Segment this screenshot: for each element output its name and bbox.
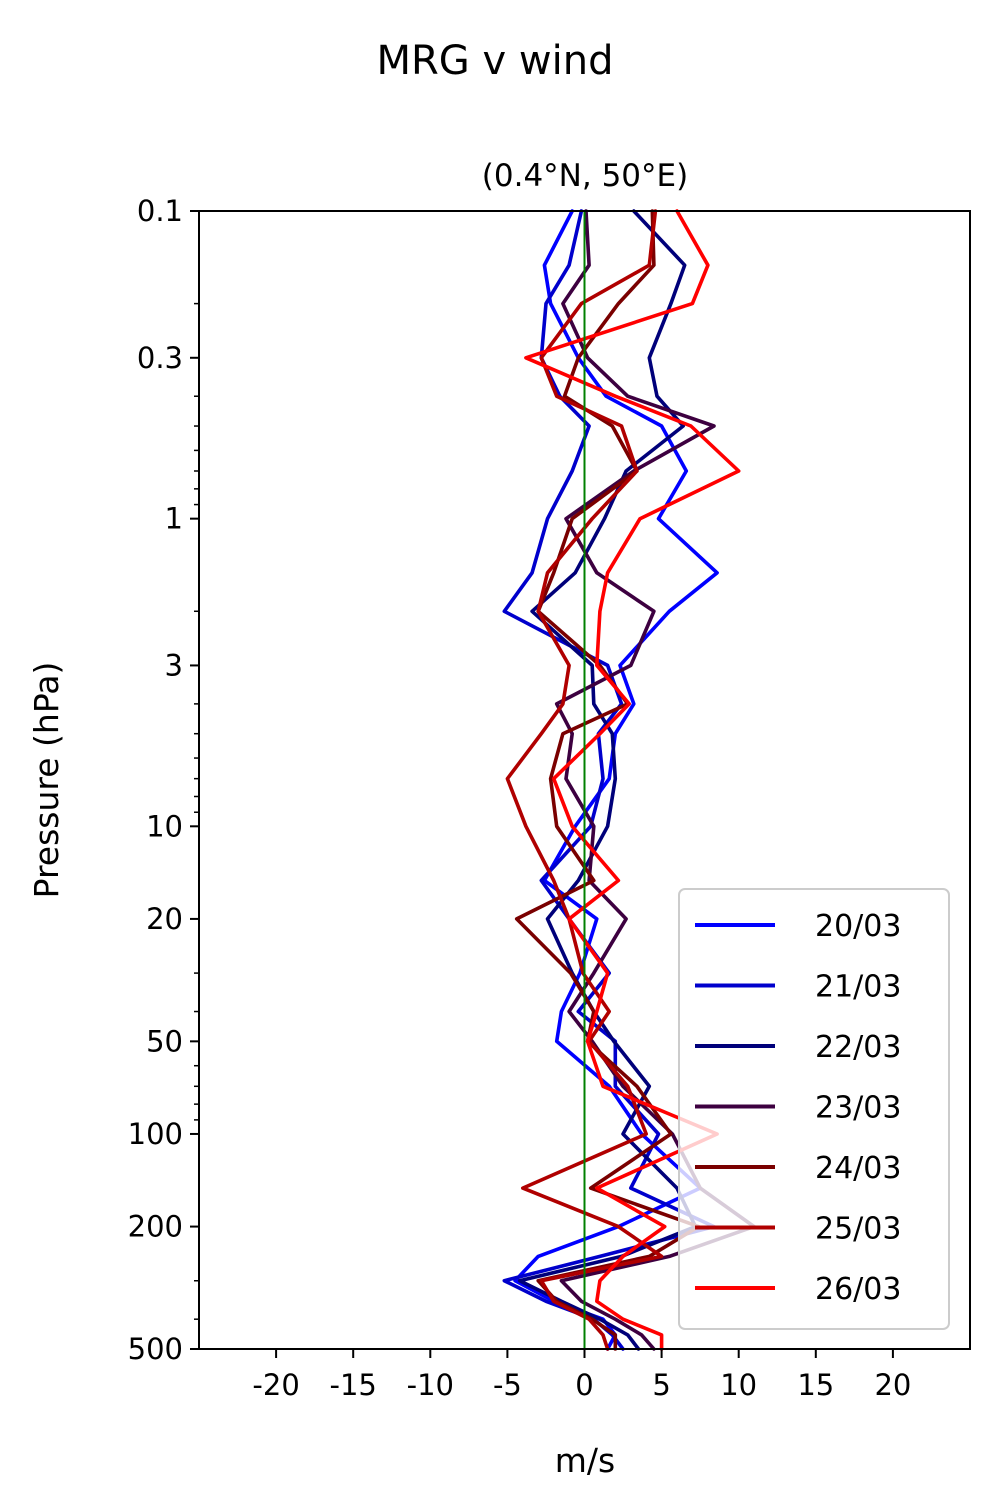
x-tick-label: 10 bbox=[720, 1368, 757, 1402]
x-tick-label: 20 bbox=[874, 1368, 911, 1402]
legend-label: 25/03 bbox=[815, 1212, 901, 1247]
x-tick-label: 5 bbox=[652, 1368, 670, 1402]
series-line-5 bbox=[514, 209, 701, 1351]
suptitle: MRG v wind bbox=[377, 38, 614, 84]
y-tick-label: 3 bbox=[165, 648, 183, 682]
legend-label: 22/03 bbox=[815, 1030, 901, 1065]
y-tick-label: 20 bbox=[146, 902, 183, 936]
y-tick-label: 1 bbox=[165, 502, 183, 536]
x-tick-label: -10 bbox=[407, 1368, 454, 1402]
series-line-7 bbox=[524, 209, 741, 1351]
x-tick-label: 0 bbox=[575, 1368, 593, 1402]
x-tick-label: 15 bbox=[797, 1368, 834, 1402]
y-axis-label: Pressure (hPa) bbox=[27, 662, 66, 899]
chart-title: (0.4°N, 50°E) bbox=[482, 158, 688, 194]
y-tick-label: 0.1 bbox=[137, 194, 183, 228]
legend-label: 24/03 bbox=[815, 1151, 901, 1186]
series-line-6 bbox=[505, 209, 664, 1351]
legend-label: 20/03 bbox=[815, 909, 901, 944]
y-tick-label: 100 bbox=[128, 1117, 183, 1151]
y-axis-ticks: 0.1 0.3 1 3 10 20 50 100 200 500 bbox=[128, 194, 199, 1366]
y-tick-label: 200 bbox=[128, 1210, 183, 1244]
x-axis-label: m/s bbox=[555, 1441, 615, 1480]
legend-box bbox=[678, 888, 950, 1330]
y-tick-label: 500 bbox=[128, 1332, 183, 1366]
legend: 20/03 21/03 22/03 23/03 24/03 25/03 26/03 bbox=[678, 888, 950, 1330]
x-axis-ticks: -20 -15 -10 -5 0 5 10 15 20 bbox=[252, 1349, 911, 1402]
legend-label: 26/03 bbox=[815, 1272, 901, 1307]
legend-label: 23/03 bbox=[815, 1091, 901, 1126]
y-tick-label: 50 bbox=[146, 1024, 183, 1058]
y-tick-label: 0.3 bbox=[137, 341, 183, 375]
y-tick-label: 10 bbox=[146, 809, 183, 843]
x-tick-label: -15 bbox=[330, 1368, 377, 1402]
series-line-4 bbox=[554, 209, 756, 1351]
x-tick-label: -5 bbox=[493, 1368, 522, 1402]
legend-label: 21/03 bbox=[815, 970, 901, 1005]
x-tick-label: -20 bbox=[252, 1368, 299, 1402]
series-line-1 bbox=[513, 209, 719, 1351]
